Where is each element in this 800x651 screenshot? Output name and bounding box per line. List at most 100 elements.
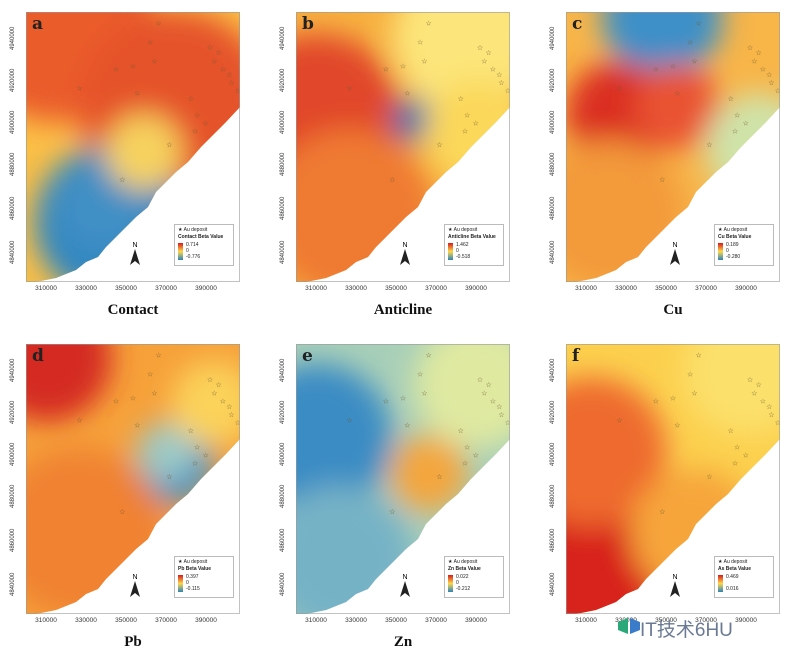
au-deposit-star-icon: ☆ — [215, 49, 221, 57]
y-tick-label: 4880000 — [550, 484, 556, 508]
au-deposit-star-icon: ☆ — [498, 79, 504, 87]
au-deposit-star-icon: ☆ — [426, 352, 432, 360]
x-tick-label: 350000 — [655, 285, 677, 292]
au-deposit-star-icon: ☆ — [485, 381, 491, 389]
x-tick-label: 390000 — [465, 617, 487, 624]
au-deposit-star-icon: ☆ — [130, 63, 136, 71]
au-deposit-star-icon: ☆ — [477, 376, 483, 384]
legend-deposit-row: ★ Au deposit — [718, 559, 747, 565]
legend-max: 0.714 — [186, 242, 199, 248]
au-deposit-star-icon: ☆ — [188, 95, 194, 103]
legend-deposit-label: Au deposit — [453, 227, 478, 233]
legend-deposit-row: ★ Au deposit — [448, 227, 477, 233]
legend-title: Zn Beta Value — [448, 566, 481, 572]
au-deposit-star-icon: ☆ — [119, 176, 125, 184]
north-label: N — [672, 574, 678, 581]
legend-deposit-label: Au deposit — [453, 559, 478, 565]
au-deposit-star-icon: ☆ — [436, 473, 442, 481]
y-tick-label: 4900000 — [550, 442, 556, 466]
au-deposit-star-icon: ☆ — [732, 460, 738, 468]
legend-title: Anticline Beta Value — [448, 234, 496, 240]
legend-title: Cu Beta Value — [718, 234, 752, 240]
au-deposit-star-icon: ☆ — [760, 65, 766, 73]
au-deposit-star-icon: ☆ — [426, 20, 432, 28]
au-deposit-star-icon: ☆ — [728, 95, 734, 103]
au-deposit-star-icon: ☆ — [119, 508, 125, 516]
x-tick-label: 330000 — [75, 285, 97, 292]
map-panel-b: 4940000 4920000 4900000 4880000 4860000 48400… — [278, 10, 510, 292]
au-deposit-star-icon: ☆ — [696, 352, 702, 360]
au-deposit-star-icon: ☆ — [755, 49, 761, 57]
au-deposit-star-icon: ☆ — [194, 111, 200, 119]
y-tick-label: 4840000 — [280, 240, 286, 264]
au-deposit-star-icon: ☆ — [743, 451, 749, 459]
au-deposit-star-icon: ☆ — [400, 63, 406, 71]
y-tick-label: 4880000 — [280, 484, 286, 508]
y-tick-label: 4920000 — [550, 400, 556, 424]
x-tick-label: 350000 — [655, 617, 677, 624]
au-deposit-star-icon: ☆ — [113, 397, 119, 405]
panel-letter: a — [32, 14, 44, 34]
map-panel-f: 4940000 4920000 4900000 4880000 4860000 48400… — [548, 342, 780, 624]
x-tick-label: 370000 — [695, 285, 717, 292]
legend-color-ramp — [448, 243, 453, 260]
au-deposit-star-icon: ☆ — [751, 389, 757, 397]
y-tick-label: 4860000 — [550, 528, 556, 552]
x-tick-label: 330000 — [345, 285, 367, 292]
north-arrow-icon: N — [668, 242, 682, 268]
legend-max: 0.469 — [726, 574, 739, 580]
au-deposit-star-icon: ☆ — [192, 460, 198, 468]
legend-zero: 0 — [456, 580, 459, 586]
legend-deposit-row: ★ Au deposit — [178, 559, 207, 565]
au-deposit-star-icon: ☆ — [147, 38, 153, 46]
deposit-star-icon: ★ — [718, 559, 724, 565]
north-label: N — [402, 242, 408, 249]
au-deposit-star-icon: ☆ — [743, 119, 749, 127]
y-axis-labels: 4940000 4920000 4900000 4880000 4860000 48400… — [548, 10, 566, 282]
au-deposit-star-icon: ☆ — [616, 84, 622, 92]
au-deposit-star-icon: ☆ — [76, 416, 82, 424]
y-tick-label: 4900000 — [10, 442, 16, 466]
legend: ★ Au deposit As Beta Value 0.469 0.016 — [714, 556, 774, 598]
map-panel-d: 4940000 4920000 4900000 4880000 4860000 48400… — [8, 342, 240, 624]
deposit-star-icon: ★ — [718, 227, 724, 233]
au-deposit-star-icon: ☆ — [674, 90, 680, 98]
au-deposit-star-icon: ☆ — [775, 419, 780, 427]
y-tick-label: 4920000 — [10, 68, 16, 92]
au-deposit-star-icon: ☆ — [166, 141, 172, 149]
x-tick-label: 370000 — [155, 617, 177, 624]
raster-map: ☆☆☆ ☆☆☆☆☆☆☆☆☆☆☆☆☆☆☆☆☆ — [26, 344, 240, 614]
y-tick-label: 4940000 — [550, 358, 556, 382]
x-tick-label: 330000 — [345, 617, 367, 624]
x-tick-label: 310000 — [305, 617, 327, 624]
legend-max: 1.462 — [456, 242, 469, 248]
au-deposit-star-icon: ☆ — [389, 508, 395, 516]
au-deposit-star-icon: ☆ — [481, 389, 487, 397]
au-deposit-star-icon: ☆ — [346, 84, 352, 92]
panel-letter: c — [572, 14, 583, 34]
au-deposit-star-icon: ☆ — [653, 65, 659, 73]
au-deposit-star-icon: ☆ — [775, 87, 780, 95]
au-deposit-star-icon: ☆ — [653, 397, 659, 405]
au-deposit-star-icon: ☆ — [490, 397, 496, 405]
legend-color-ramp — [718, 243, 723, 260]
north-label: N — [402, 574, 408, 581]
au-deposit-star-icon: ☆ — [211, 389, 217, 397]
y-tick-label: 4940000 — [280, 26, 286, 50]
au-deposit-star-icon: ☆ — [226, 403, 232, 411]
y-tick-label: 4860000 — [10, 528, 16, 552]
north-arrow-icon: N — [398, 242, 412, 268]
deposit-star-icon: ★ — [448, 559, 454, 565]
x-tick-label: 330000 — [615, 285, 637, 292]
au-deposit-star-icon: ☆ — [674, 422, 680, 430]
y-tick-label: 4900000 — [550, 110, 556, 134]
legend-color-ramp — [448, 575, 453, 592]
au-deposit-star-icon: ☆ — [696, 20, 702, 28]
au-deposit-star-icon: ☆ — [687, 38, 693, 46]
panel-caption: Pb — [124, 634, 142, 650]
au-deposit-star-icon: ☆ — [458, 95, 464, 103]
au-deposit-star-icon: ☆ — [220, 397, 226, 405]
y-axis-labels: 4940000 4920000 4900000 4880000 4860000 48400… — [548, 342, 566, 614]
au-deposit-star-icon: ☆ — [235, 87, 240, 95]
au-deposit-star-icon: ☆ — [496, 71, 502, 79]
